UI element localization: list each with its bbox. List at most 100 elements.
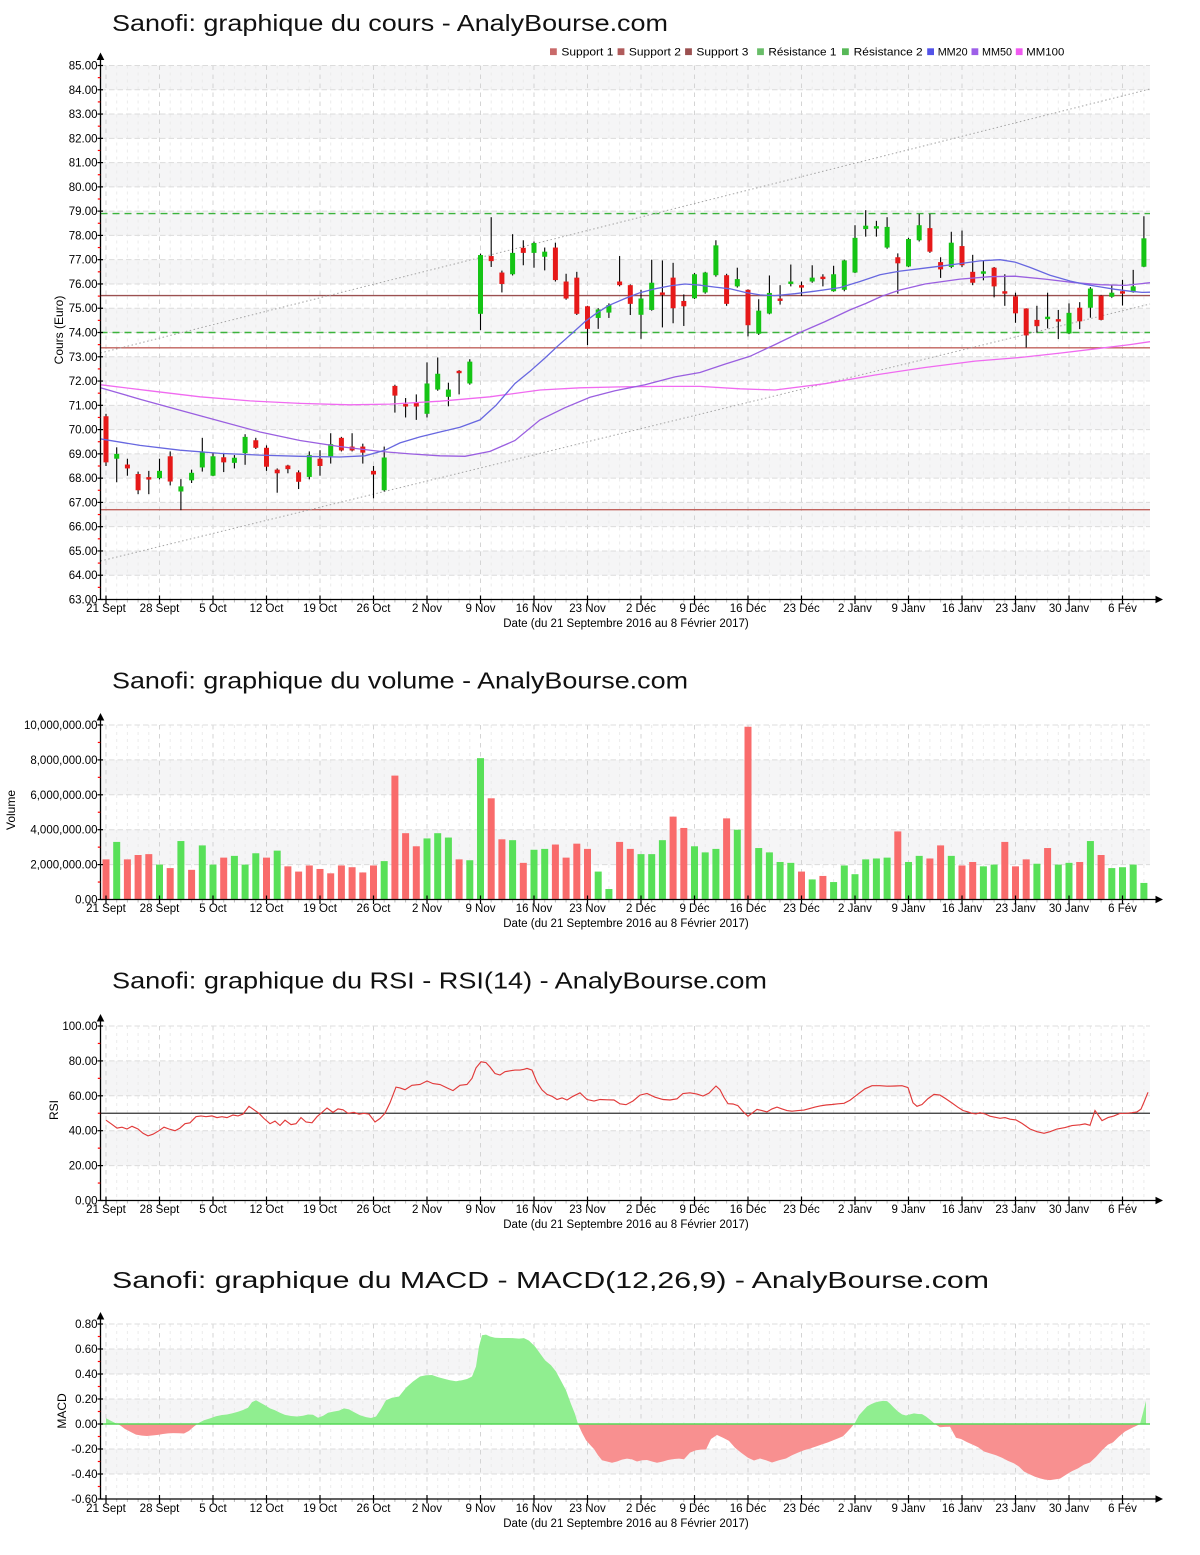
svg-text:26 Oct: 26 Oct [357,903,392,915]
svg-text:Support 2: Support 2 [629,46,681,58]
svg-text:Sanofi: graphique du RSI - RSI: Sanofi: graphique du RSI - RSI(14) - Ana… [112,968,767,994]
svg-text:4,000,000.00: 4,000,000.00 [30,825,97,837]
svg-text:Sanofi: graphique du cours - A: Sanofi: graphique du cours - AnalyBourse… [112,10,668,36]
svg-text:75.00: 75.00 [69,303,98,315]
svg-text:23 Janv: 23 Janv [995,1503,1036,1515]
svg-text:66.00: 66.00 [69,522,98,534]
svg-text:Support 1: Support 1 [561,46,613,58]
svg-text:16 Janv: 16 Janv [942,903,983,915]
svg-text:16 Déc: 16 Déc [730,1204,767,1216]
svg-text:2 Déc: 2 Déc [626,1204,656,1216]
svg-text:0.00: 0.00 [75,1419,97,1431]
svg-text:16 Déc: 16 Déc [730,903,767,915]
svg-text:0.00: 0.00 [75,1196,97,1208]
svg-text:2 Janv: 2 Janv [838,603,872,615]
svg-text:19 Oct: 19 Oct [303,603,338,615]
svg-text:MM50: MM50 [982,46,1012,58]
svg-text:2 Janv: 2 Janv [838,903,872,915]
svg-text:26 Oct: 26 Oct [357,603,392,615]
svg-text:5 Oct: 5 Oct [199,603,227,615]
svg-text:Résistance 1: Résistance 1 [768,46,836,58]
svg-text:6 Fév: 6 Fév [1108,1204,1137,1216]
svg-text:21 Sept: 21 Sept [86,1204,126,1216]
svg-text:72.00: 72.00 [69,376,98,388]
svg-text:67.00: 67.00 [69,497,98,509]
svg-text:9 Nov: 9 Nov [465,1204,495,1216]
svg-text:23 Déc: 23 Déc [783,1204,820,1216]
svg-text:9 Déc: 9 Déc [679,1204,709,1216]
svg-text:12 Oct: 12 Oct [250,603,285,615]
svg-text:16 Déc: 16 Déc [730,1503,767,1515]
svg-text:2 Nov: 2 Nov [412,903,442,915]
svg-text:16 Janv: 16 Janv [942,1204,983,1216]
svg-text:5 Oct: 5 Oct [199,903,227,915]
svg-text:63.00: 63.00 [69,594,98,606]
svg-text:2 Nov: 2 Nov [412,1503,442,1515]
svg-text:8,000,000.00: 8,000,000.00 [30,755,97,767]
svg-text:68.00: 68.00 [69,473,98,485]
svg-text:16 Nov: 16 Nov [516,1204,553,1216]
svg-text:0.40: 0.40 [75,1369,97,1381]
svg-text:26 Oct: 26 Oct [357,1503,392,1515]
svg-text:16 Nov: 16 Nov [516,903,553,915]
svg-text:23 Janv: 23 Janv [995,603,1036,615]
svg-text:16 Nov: 16 Nov [516,1503,553,1515]
svg-text:73.00: 73.00 [69,352,98,364]
svg-text:9 Déc: 9 Déc [679,903,709,915]
svg-text:16 Janv: 16 Janv [942,603,983,615]
svg-text:Volume: Volume [4,790,18,830]
svg-text:71.00: 71.00 [69,400,98,412]
svg-text:12 Oct: 12 Oct [250,1204,285,1216]
svg-text:21 Sept: 21 Sept [86,603,126,615]
svg-text:12 Oct: 12 Oct [250,1503,285,1515]
svg-text:9 Nov: 9 Nov [465,603,495,615]
svg-text:21 Sept: 21 Sept [86,1503,126,1515]
svg-text:9 Déc: 9 Déc [679,1503,709,1515]
svg-text:23 Déc: 23 Déc [783,603,820,615]
svg-text:Sanofi: graphique du volume -: Sanofi: graphique du volume - AnalyBours… [112,668,688,694]
svg-text:Date (du 21 Septembre 2016 au: Date (du 21 Septembre 2016 au 8 Février … [503,618,749,630]
svg-text:23 Janv: 23 Janv [995,1204,1036,1216]
svg-text:65.00: 65.00 [69,546,98,558]
svg-text:2 Nov: 2 Nov [412,603,442,615]
svg-text:Résistance 2: Résistance 2 [854,46,923,58]
svg-text:9 Nov: 9 Nov [465,1503,495,1515]
svg-text:2 Déc: 2 Déc [626,1503,656,1515]
svg-text:77.00: 77.00 [69,255,98,267]
svg-text:2 Janv: 2 Janv [838,1503,872,1515]
svg-text:12 Oct: 12 Oct [250,903,285,915]
svg-text:16 Nov: 16 Nov [516,603,553,615]
svg-text:2 Nov: 2 Nov [412,1204,442,1216]
svg-text:5 Oct: 5 Oct [199,1503,227,1515]
svg-text:RSI: RSI [47,1100,61,1120]
svg-text:6 Fév: 6 Fév [1108,603,1137,615]
svg-text:16 Déc: 16 Déc [730,603,767,615]
svg-text:19 Oct: 19 Oct [303,1204,338,1216]
svg-text:5 Oct: 5 Oct [199,1204,227,1216]
svg-text:79.00: 79.00 [69,206,98,218]
svg-text:30 Janv: 30 Janv [1049,1503,1090,1515]
svg-text:-0.20: -0.20 [71,1444,97,1456]
svg-text:23 Déc: 23 Déc [783,903,820,915]
svg-text:16 Janv: 16 Janv [942,1503,983,1515]
svg-text:28 Sept: 28 Sept [140,903,180,915]
svg-text:26 Oct: 26 Oct [357,1204,392,1216]
svg-text:83.00: 83.00 [69,109,98,121]
svg-text:Date (du 21 Septembre 2016 au: Date (du 21 Septembre 2016 au 8 Février … [503,918,749,930]
svg-text:70.00: 70.00 [69,425,98,437]
svg-text:2 Déc: 2 Déc [626,603,656,615]
svg-text:-0.40: -0.40 [71,1469,97,1481]
svg-text:MACD: MACD [55,1393,69,1429]
svg-text:80.00: 80.00 [69,182,98,194]
svg-text:69.00: 69.00 [69,449,98,461]
svg-text:82.00: 82.00 [69,133,98,145]
svg-text:76.00: 76.00 [69,279,98,291]
svg-text:28 Sept: 28 Sept [140,603,180,615]
svg-text:30 Janv: 30 Janv [1049,903,1090,915]
svg-text:9 Janv: 9 Janv [892,1503,926,1515]
svg-text:0.80: 0.80 [75,1319,97,1331]
svg-text:23 Nov: 23 Nov [569,603,606,615]
svg-text:2,000,000.00: 2,000,000.00 [30,860,97,872]
svg-text:21 Sept: 21 Sept [86,903,126,915]
svg-text:64.00: 64.00 [69,570,98,582]
